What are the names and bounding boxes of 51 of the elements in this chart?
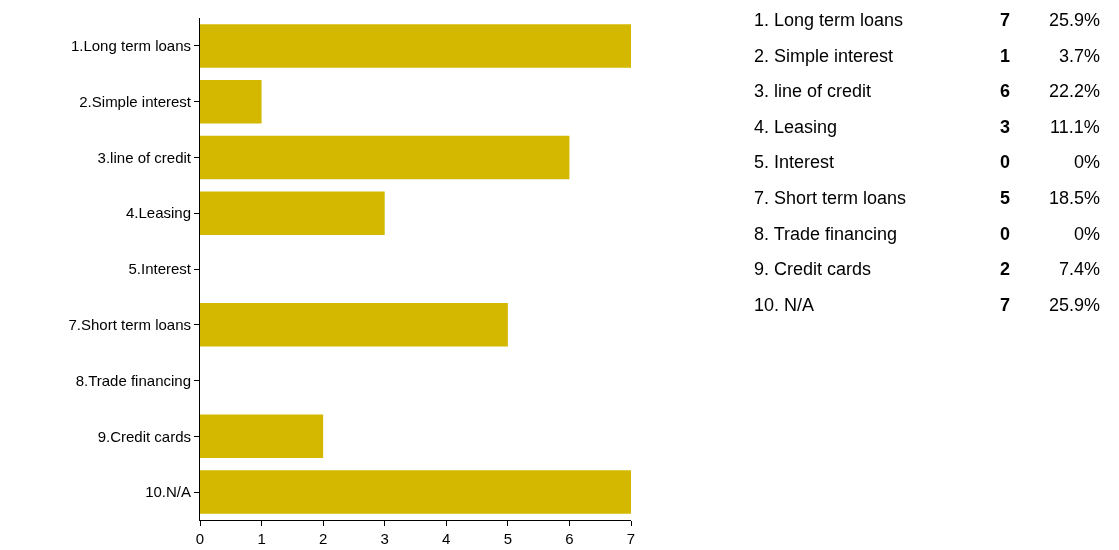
text: 3 [1000,117,1011,137]
bar [200,79,262,124]
text: 9. Credit cards [754,259,872,279]
text: 25.9% [1049,10,1101,30]
x-tick-label: 4 [442,530,451,547]
x-tick-label: 7 [626,530,636,547]
text: 3. line of credit [754,81,872,101]
text: 5 [1000,188,1011,208]
text: 10. N/A [754,295,815,315]
y-tick-label: 5.Interest [128,260,192,278]
text: 1. Long term loans [754,10,904,30]
text: 22.2% [1049,81,1101,101]
bar [200,191,385,235]
text: 8. Trade financing [754,224,898,244]
x-tick-label: 1 [257,530,266,547]
text: 0% [1074,224,1101,244]
x-tick-label: 2 [318,530,328,547]
x-tick-label: 6 [565,530,574,547]
bar [200,24,631,68]
y-tick-label: 9.Credit cards [97,427,191,445]
text: 0% [1074,152,1101,172]
x-tick-label: 3 [380,530,389,547]
text: 18.5% [1049,188,1101,208]
text: 2 [1000,259,1011,279]
text: 7 [1000,10,1011,30]
text: 3.7% [1059,46,1101,66]
bar [200,470,631,514]
y-tick-label: 4.Leasing [125,204,191,222]
y-tick-label: 3.line of credit [97,148,192,166]
text: 5. Interest [754,152,835,172]
text: 7.4% [1059,259,1101,279]
bar [200,135,570,180]
text: 7. Short term loans [754,188,907,208]
text: 1 [1000,46,1011,66]
text: 6 [1000,81,1011,101]
text: 7 [1000,295,1011,315]
bar [200,414,324,459]
y-tick-label: 1.Long term loans [70,37,191,55]
text: 11.1% [1050,117,1100,137]
text: 0 [1000,152,1011,172]
text: 4. Leasing [754,117,838,137]
bar [200,303,508,347]
y-tick-label: 8.Trade financing [75,371,191,389]
text: 0 [1000,224,1011,244]
y-tick-label: 10.N/A [145,483,191,501]
text: 25.9% [1049,295,1101,315]
text: 2. Simple interest [754,46,894,66]
y-tick-label: 2.Simple interest [79,92,192,110]
y-tick-label: 7.Short term loans [68,316,191,334]
x-tick-label: 5 [503,530,513,547]
x-tick-label: 0 [195,530,205,547]
